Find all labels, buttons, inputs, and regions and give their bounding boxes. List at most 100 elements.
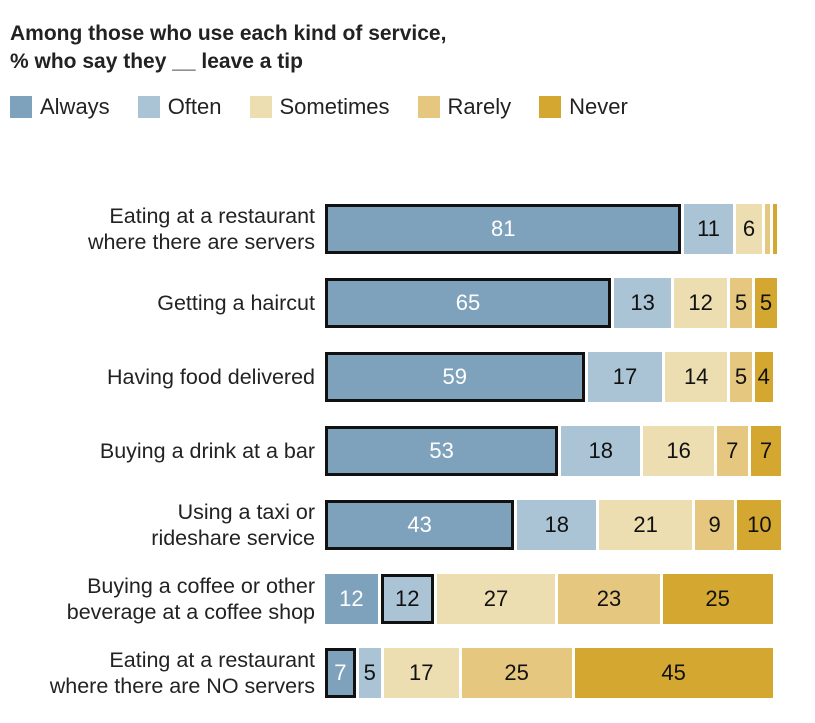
legend-item-sometimes: Sometimes	[249, 94, 390, 120]
category-label-line: Eating at a restaurant	[109, 204, 315, 228]
bar-segment-never	[772, 204, 777, 254]
bar-segment-never: 10	[737, 500, 782, 550]
bar-segment-sometimes: 14	[665, 352, 727, 402]
legend-label: Rarely	[447, 94, 512, 119]
bar-segment-never: 7	[750, 426, 782, 476]
data-label: 59	[442, 364, 468, 389]
data-label: 16	[666, 438, 691, 463]
bar-segment-rarely	[765, 204, 770, 254]
bar-segment-often: 13	[614, 278, 672, 328]
bar-segment-often: 17	[587, 352, 663, 402]
data-label: 18	[544, 512, 570, 537]
data-label: 5	[734, 364, 748, 389]
data-label: 14	[683, 364, 709, 389]
legend-label: Never	[569, 94, 628, 119]
bar-segment-sometimes: 27	[436, 574, 556, 624]
category-label: Eating at a restaurant where there are se…	[0, 203, 315, 255]
legend-item-often: Often	[137, 94, 222, 120]
category-label-line: Using a taxi or	[177, 500, 315, 524]
bar-segment-never: 45	[574, 648, 773, 698]
data-label: 45	[661, 660, 686, 685]
bar-segment-often: 11	[684, 204, 733, 254]
category-label: Eating at a restaurant where there are NO…	[0, 647, 315, 699]
legend-item-never: Never	[539, 94, 628, 120]
category-label: Buying a drink at a bar	[0, 438, 315, 464]
category-label: Having food delivered	[0, 364, 315, 390]
category-label-line: rideshare service	[151, 526, 315, 550]
bar-segment-rarely: 9	[694, 500, 735, 550]
bar-segment-often: 5	[358, 648, 381, 698]
category-label: Getting a haircut	[0, 290, 315, 316]
bar-segment-rarely: 7	[716, 426, 748, 476]
legend-label: Always	[40, 94, 110, 119]
title-line-1: Among those who use each kind of service…	[10, 22, 447, 45]
data-label: 65	[455, 290, 481, 315]
bar-segment-never: 4	[755, 352, 773, 402]
bar-segment-sometimes: 12	[674, 278, 727, 328]
category-label: Using a taxi or rideshare service	[0, 499, 315, 551]
category-label-line: Eating at a restaurant	[109, 648, 315, 672]
data-label: 27	[483, 586, 509, 611]
bar-segment-always: 59	[325, 352, 585, 402]
data-label: 81	[490, 216, 516, 241]
data-label: 11	[697, 216, 720, 241]
bar-segment-never: 5	[755, 278, 777, 328]
legend-label: Sometimes	[279, 94, 390, 119]
data-label: 18	[588, 438, 614, 463]
legend-item-always: Always	[10, 94, 110, 120]
data-label: 6	[742, 216, 756, 241]
data-label: 7	[726, 438, 739, 463]
data-label: 21	[633, 512, 658, 537]
category-label-line: where there are NO servers	[49, 674, 315, 698]
bar-segment-never: 25	[662, 574, 773, 624]
data-label: 17	[408, 660, 434, 685]
category-label-line: Buying a drink at a bar	[99, 439, 315, 463]
category-label-line: beverage at a coffee shop	[66, 600, 315, 624]
data-label: 53	[429, 438, 454, 463]
bar-segment-sometimes: 17	[383, 648, 459, 698]
data-label: 5	[759, 290, 773, 315]
data-label: 12	[339, 586, 364, 611]
legend-swatch	[539, 96, 562, 118]
category-label-line: Getting a haircut	[157, 291, 315, 315]
chart-title: Among those who use each kind of service…	[10, 20, 446, 76]
legend-item-rarely: Rarely	[417, 94, 512, 120]
bar-segment-often: 18	[517, 500, 597, 550]
bar-segment-rarely: 25	[461, 648, 572, 698]
legend-swatch	[417, 96, 440, 118]
data-label: 12	[394, 586, 420, 611]
bar-segment-always: 53	[325, 426, 559, 476]
bar-segment-always: 65	[325, 278, 611, 328]
bar-segment-often: 18	[561, 426, 641, 476]
bar-segment-rarely: 5	[730, 352, 752, 402]
bar-segment-always: 12	[325, 574, 378, 624]
data-label: 7	[334, 660, 347, 685]
category-label-line: Buying a coffee or other	[87, 574, 315, 598]
bar-segment-always: 7	[325, 648, 356, 698]
legend-label: Often	[167, 94, 222, 119]
data-label: 12	[688, 290, 713, 315]
data-label: 10	[747, 512, 772, 537]
bar-segment-often: 12	[380, 574, 434, 624]
legend-swatch	[10, 96, 32, 118]
bar-segment-always: 43	[325, 500, 515, 550]
data-label: 43	[407, 512, 432, 537]
data-label: 4	[757, 364, 770, 389]
bar-segment-rarely: 23	[558, 574, 660, 624]
category-label-line: where there are servers	[87, 230, 315, 254]
legend: Always Often Sometimes Rarely Never	[10, 94, 656, 120]
data-label: 13	[630, 290, 655, 315]
data-label: 9	[708, 512, 721, 537]
data-label: 25	[705, 586, 730, 611]
legend-swatch	[249, 96, 272, 118]
data-label: 7	[759, 438, 773, 463]
category-label: Buying a coffee or other beverage at a co…	[0, 573, 315, 625]
data-label: 17	[612, 364, 638, 389]
category-label-line: Having food delivered	[107, 365, 315, 389]
bar-segment-always: 81	[325, 204, 682, 254]
legend-swatch	[137, 96, 160, 118]
bar-segment-rarely: 5	[730, 278, 752, 328]
bar-segment-sometimes: 16	[643, 426, 714, 476]
data-label: 23	[596, 586, 622, 611]
data-label: 5	[363, 660, 376, 685]
